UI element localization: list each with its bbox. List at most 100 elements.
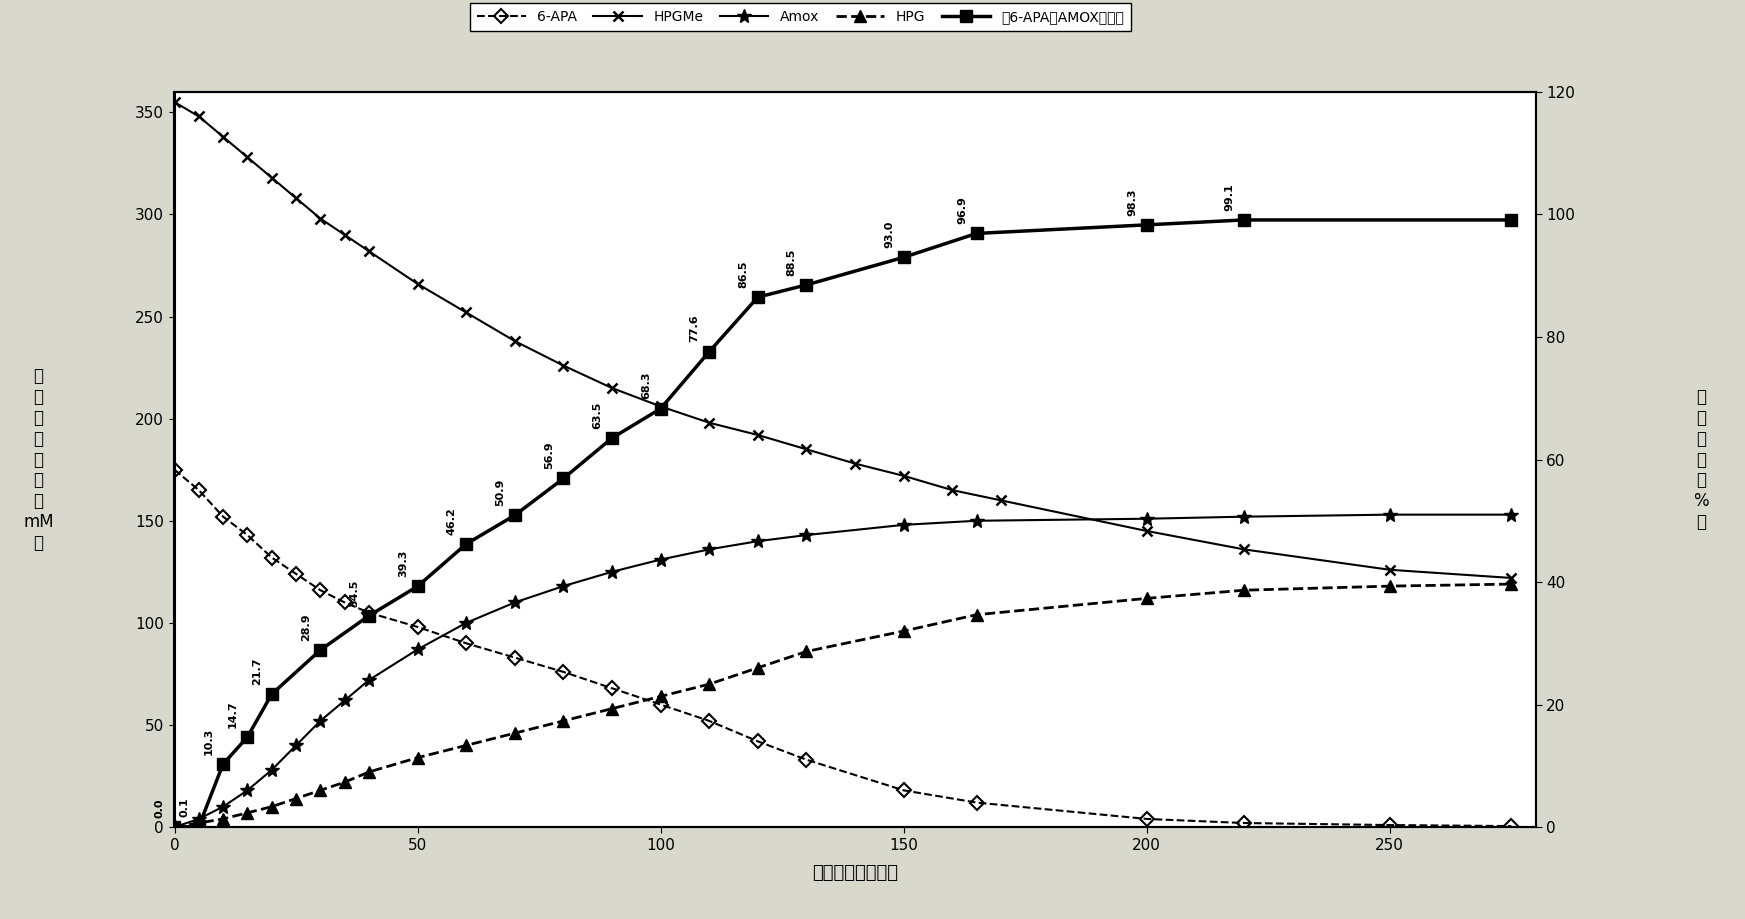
Text: 10.3: 10.3 (204, 728, 213, 754)
6-APA (286, 568, 307, 579)
HPGMe (262, 172, 283, 183)
Amox (1136, 513, 1157, 524)
HPGMe (747, 429, 768, 440)
HPG (553, 715, 574, 726)
Amox (553, 581, 574, 592)
HPG (358, 766, 379, 777)
HPGMe (991, 494, 1012, 505)
Text: 86.5: 86.5 (738, 260, 749, 288)
HPGMe (1136, 526, 1157, 537)
Legend: 6-APA, HPGMe, Amox, HPG, 由6-APA向AMOX的转化: 6-APA, HPGMe, Amox, HPG, 由6-APA向AMOX的转化 (469, 4, 1131, 31)
Amox (893, 519, 914, 530)
HPG (1234, 584, 1255, 596)
Amox (286, 740, 307, 751)
Amox (651, 554, 672, 565)
由6-APA向AMOX的转化 (967, 228, 988, 239)
HPG (188, 818, 209, 829)
由6-APA向AMOX的转化 (237, 732, 258, 743)
Amox (311, 715, 332, 726)
Line: HPG: HPG (169, 579, 1516, 833)
6-APA (1501, 821, 1522, 832)
Amox (237, 785, 258, 796)
HPGMe (188, 111, 209, 122)
HPGMe (333, 230, 354, 241)
6-APA (1234, 818, 1255, 829)
6-APA (796, 754, 817, 766)
Amox (747, 536, 768, 547)
HPG (262, 801, 283, 812)
6-APA (1379, 820, 1399, 831)
HPGMe (407, 278, 428, 289)
Amox (1501, 509, 1522, 520)
6-APA (651, 699, 672, 710)
Amox (188, 813, 209, 824)
HPG (286, 793, 307, 804)
6-APA (188, 484, 209, 495)
HPGMe (893, 471, 914, 482)
由6-APA向AMOX的转化 (188, 821, 209, 832)
HPG (1501, 579, 1522, 590)
由6-APA向AMOX的转化 (311, 644, 332, 655)
Amox (213, 801, 234, 812)
Line: HPGMe: HPGMe (169, 97, 1516, 583)
HPGMe (1234, 544, 1255, 555)
由6-APA向AMOX的转化 (1501, 214, 1522, 225)
HPGMe (213, 131, 234, 142)
HPGMe (504, 335, 525, 346)
HPG (1136, 593, 1157, 604)
Amox (1379, 509, 1399, 520)
HPGMe (1501, 573, 1522, 584)
HPG (796, 646, 817, 657)
6-APA (213, 511, 234, 522)
6-APA (333, 597, 354, 608)
Amox (358, 675, 379, 686)
6-APA (358, 607, 379, 618)
6-APA (455, 638, 476, 649)
由6-APA向AMOX的转化 (796, 279, 817, 290)
Text: 39.3: 39.3 (398, 550, 408, 577)
Amox (1234, 511, 1255, 522)
Text: 0.0: 0.0 (155, 799, 166, 818)
6-APA (407, 621, 428, 632)
Amox (455, 618, 476, 629)
HPGMe (311, 213, 332, 224)
由6-APA向AMOX的转化 (893, 252, 914, 263)
6-APA (893, 785, 914, 796)
6-APA (311, 584, 332, 596)
Text: 28.9: 28.9 (300, 613, 311, 641)
6-APA (1136, 813, 1157, 824)
HPGMe (358, 245, 379, 256)
由6-APA向AMOX的转化 (164, 822, 185, 833)
HPG (747, 663, 768, 674)
HPGMe (651, 401, 672, 412)
由6-APA向AMOX的转化 (602, 433, 623, 444)
HPGMe (796, 444, 817, 455)
HPGMe (553, 360, 574, 371)
HPGMe (698, 417, 719, 428)
6-APA (602, 683, 623, 694)
由6-APA向AMOX的转化 (747, 291, 768, 302)
Amox (333, 695, 354, 706)
HPGMe (455, 307, 476, 318)
HPG (967, 609, 988, 620)
HPGMe (1379, 564, 1399, 575)
Line: 6-APA: 6-APA (169, 465, 1516, 831)
由6-APA向AMOX的转化 (213, 758, 234, 769)
Text: 99.1: 99.1 (1225, 183, 1234, 210)
Text: 反
应
物
的
转
化
（
mM
）: 反 应 物 的 转 化 （ mM ） (23, 368, 54, 551)
HPG (407, 752, 428, 763)
X-axis label: 转化时间（分钟）: 转化时间（分钟） (811, 864, 899, 881)
Line: Amox: Amox (168, 507, 1518, 834)
6-APA (747, 736, 768, 747)
6-APA (262, 552, 283, 563)
Text: 转
化
程
度
（
%
）: 转 化 程 度 （ % ） (1694, 388, 1708, 531)
6-APA (504, 652, 525, 664)
Amox (407, 644, 428, 655)
Text: 14.7: 14.7 (229, 700, 237, 728)
HPG (237, 807, 258, 818)
HPG (311, 785, 332, 796)
Text: 50.9: 50.9 (496, 479, 506, 506)
由6-APA向AMOX的转化 (698, 346, 719, 357)
HPG (333, 777, 354, 788)
Amox (698, 544, 719, 555)
